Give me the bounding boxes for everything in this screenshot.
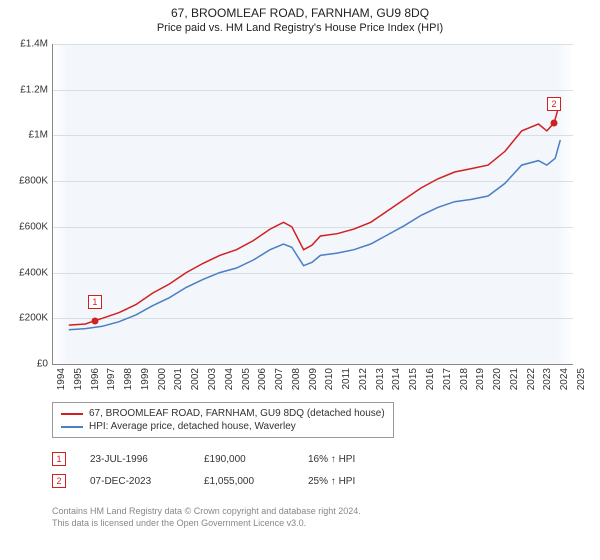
y-axis-label: £1.4M bbox=[20, 39, 48, 50]
x-axis-label: 2000 bbox=[157, 368, 168, 390]
event-hpi: 16% ↑ HPI bbox=[308, 454, 388, 465]
chart-svg bbox=[52, 44, 572, 364]
legend: 67, BROOMLEAF ROAD, FARNHAM, GU9 8DQ (de… bbox=[52, 402, 394, 438]
x-axis-label: 2007 bbox=[274, 368, 285, 390]
event-marker: 2 bbox=[52, 474, 66, 488]
marker-dot bbox=[91, 317, 98, 324]
x-axis-label: 1994 bbox=[56, 368, 67, 390]
event-date: 07-DEC-2023 bbox=[90, 476, 180, 487]
footer-line2: This data is licensed under the Open Gov… bbox=[52, 518, 361, 530]
event-price: £190,000 bbox=[204, 454, 284, 465]
x-axis-label: 2021 bbox=[509, 368, 520, 390]
x-axis-label: 2018 bbox=[459, 368, 470, 390]
y-axis-label: £1M bbox=[29, 130, 48, 141]
x-axis-label: 1996 bbox=[90, 368, 101, 390]
x-axis-label: 1997 bbox=[106, 368, 117, 390]
x-axis-label: 2002 bbox=[190, 368, 201, 390]
series-line bbox=[69, 101, 561, 325]
y-axis-label: £800K bbox=[19, 176, 48, 187]
x-axis-label: 2010 bbox=[324, 368, 335, 390]
event-price: £1,055,000 bbox=[204, 476, 284, 487]
event-marker: 1 bbox=[52, 452, 66, 466]
x-axis-label: 1995 bbox=[73, 368, 84, 390]
legend-item: HPI: Average price, detached house, Wave… bbox=[61, 420, 385, 433]
series-line bbox=[69, 140, 561, 330]
events-table: 1 23-JUL-1996 £190,000 16% ↑ HPI 2 07-DEC-202… bbox=[52, 448, 388, 492]
x-axis-label: 2016 bbox=[425, 368, 436, 390]
x-axis-label: 2014 bbox=[391, 368, 402, 390]
y-axis-label: £400K bbox=[19, 267, 48, 278]
legend-item: 67, BROOMLEAF ROAD, FARNHAM, GU9 8DQ (de… bbox=[61, 407, 385, 420]
marker-label: 2 bbox=[547, 97, 561, 111]
x-axis-label: 2020 bbox=[492, 368, 503, 390]
x-axis-label: 2009 bbox=[308, 368, 319, 390]
x-axis-label: 2006 bbox=[257, 368, 268, 390]
chart-subtitle: Price paid vs. HM Land Registry's House … bbox=[0, 20, 600, 38]
x-axis-label: 2017 bbox=[442, 368, 453, 390]
chart-container: 67, BROOMLEAF ROAD, FARNHAM, GU9 8DQ Pri… bbox=[0, 0, 600, 560]
chart-title: 67, BROOMLEAF ROAD, FARNHAM, GU9 8DQ bbox=[0, 0, 600, 20]
event-row: 1 23-JUL-1996 £190,000 16% ↑ HPI bbox=[52, 448, 388, 470]
x-axis-label: 2011 bbox=[341, 368, 352, 390]
x-axis-label: 2003 bbox=[207, 368, 218, 390]
event-hpi: 25% ↑ HPI bbox=[308, 476, 388, 487]
x-axis-label: 2015 bbox=[408, 368, 419, 390]
y-axis-label: £200K bbox=[19, 313, 48, 324]
x-axis-label: 2025 bbox=[576, 368, 587, 390]
x-axis-label: 2008 bbox=[291, 368, 302, 390]
event-row: 2 07-DEC-2023 £1,055,000 25% ↑ HPI bbox=[52, 470, 388, 492]
y-axis-label: £0 bbox=[37, 359, 48, 370]
marker-label: 1 bbox=[88, 295, 102, 309]
legend-swatch bbox=[61, 426, 83, 428]
x-axis-label: 2013 bbox=[375, 368, 386, 390]
x-axis-label: 1998 bbox=[123, 368, 134, 390]
y-axis-label: £1.2M bbox=[20, 84, 48, 95]
x-axis-label: 2024 bbox=[559, 368, 570, 390]
x-axis-label: 2005 bbox=[241, 368, 252, 390]
x-axis-label: 2019 bbox=[475, 368, 486, 390]
chart-area: £0£200K£400K£600K£800K£1M£1.2M£1.4M19941… bbox=[52, 44, 572, 364]
footer: Contains HM Land Registry data © Crown c… bbox=[52, 506, 361, 529]
marker-dot bbox=[551, 119, 558, 126]
x-axis-label: 1999 bbox=[140, 368, 151, 390]
legend-label: 67, BROOMLEAF ROAD, FARNHAM, GU9 8DQ (de… bbox=[89, 408, 385, 419]
legend-swatch bbox=[61, 413, 83, 415]
x-axis-label: 2004 bbox=[224, 368, 235, 390]
legend-label: HPI: Average price, detached house, Wave… bbox=[89, 421, 296, 432]
x-axis-label: 2022 bbox=[526, 368, 537, 390]
x-axis-label: 2023 bbox=[542, 368, 553, 390]
x-axis-label: 2001 bbox=[173, 368, 184, 390]
event-date: 23-JUL-1996 bbox=[90, 454, 180, 465]
footer-line1: Contains HM Land Registry data © Crown c… bbox=[52, 506, 361, 518]
x-axis-label: 2012 bbox=[358, 368, 369, 390]
y-axis-label: £600K bbox=[19, 221, 48, 232]
